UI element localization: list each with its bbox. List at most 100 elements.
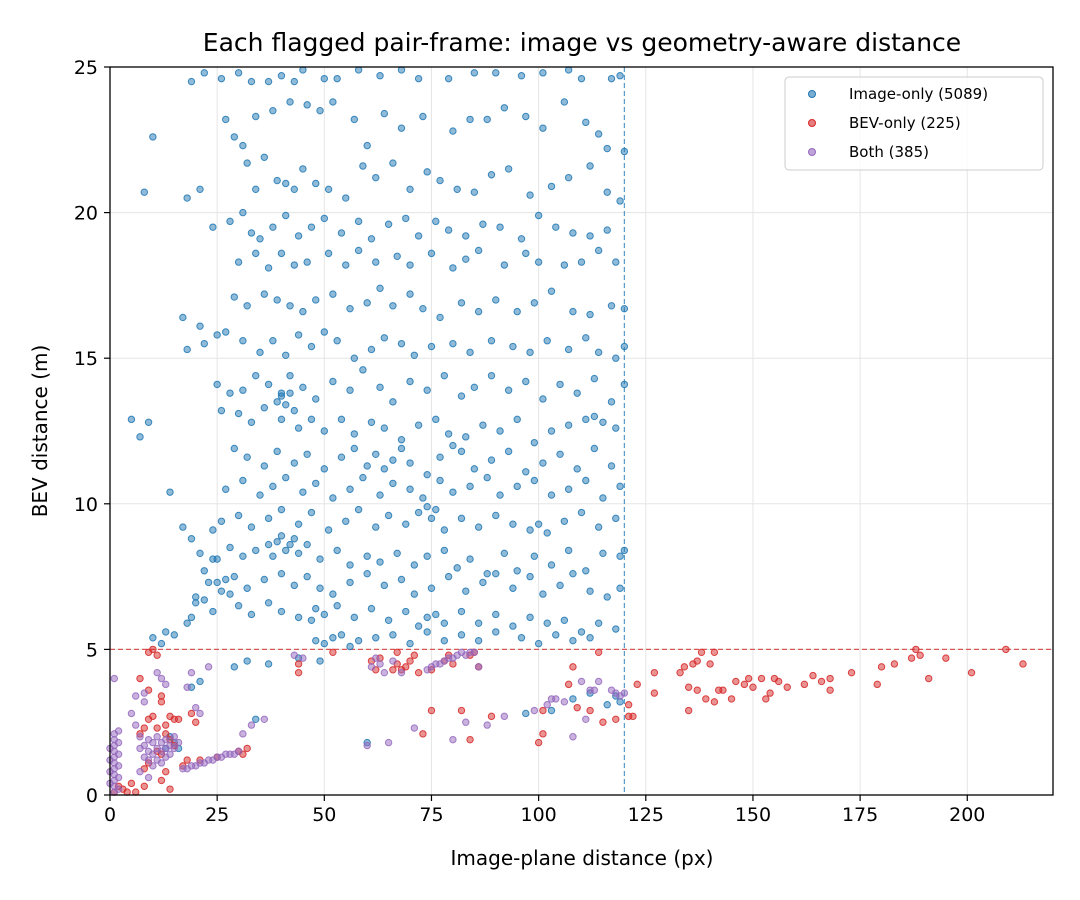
data-point: [123, 788, 131, 796]
data-point: [380, 334, 389, 342]
data-point: [234, 409, 243, 418]
data-point: [183, 619, 191, 627]
data-point: [397, 66, 406, 74]
data-point: [136, 674, 144, 683]
data-point: [243, 302, 251, 310]
data-point: [406, 459, 414, 467]
data-point: [367, 345, 376, 354]
data-point: [337, 229, 346, 237]
data-point: [462, 587, 470, 595]
data-points: [106, 66, 1027, 796]
data-point: [423, 386, 431, 394]
data-point: [316, 584, 324, 592]
data-point: [569, 229, 577, 237]
chart-title: Each flagged pair-frame: image vs geomet…: [203, 28, 961, 57]
data-point: [114, 785, 123, 793]
data-point: [650, 668, 659, 677]
data-point: [419, 304, 427, 313]
data-point: [140, 741, 148, 750]
data-point: [209, 607, 217, 616]
data-point: [449, 441, 457, 450]
data-point: [153, 668, 161, 677]
data-point: [247, 523, 256, 531]
data-point: [354, 217, 363, 226]
data-point: [346, 561, 354, 569]
data-point: [590, 444, 599, 453]
data-point: [217, 406, 226, 415]
data-point: [226, 543, 234, 552]
data-point: [526, 191, 534, 199]
data-point: [359, 473, 367, 482]
data-point: [307, 342, 316, 351]
data-point: [290, 535, 299, 543]
data-point: [372, 258, 380, 266]
data-point: [620, 342, 629, 351]
data-point: [183, 194, 191, 202]
data-point: [149, 762, 157, 770]
x-tick-label: 125: [628, 804, 664, 826]
data-point: [603, 144, 611, 153]
data-point: [440, 546, 449, 555]
data-point: [487, 171, 496, 179]
data-point: [350, 444, 359, 453]
data-point: [187, 77, 196, 86]
data-point: [282, 546, 290, 555]
data-point: [470, 383, 479, 392]
y-tick-label: 25: [74, 57, 98, 79]
data-point: [320, 639, 329, 648]
data-point: [162, 628, 170, 636]
data-point: [552, 631, 560, 639]
y-tick-label: 10: [74, 494, 98, 516]
data-point: [273, 398, 281, 406]
data-point: [616, 72, 624, 80]
data-point: [316, 106, 324, 115]
data-point: [269, 223, 277, 231]
data-point: [483, 115, 491, 124]
data-point: [372, 654, 380, 662]
data-point: [466, 555, 474, 563]
data-point: [209, 223, 217, 231]
data-point: [890, 660, 899, 668]
data-point: [496, 223, 504, 231]
data-point: [294, 660, 303, 668]
data-point: [303, 572, 311, 581]
reference-lines: [110, 67, 1053, 795]
data-point: [273, 296, 281, 304]
data-point: [462, 433, 470, 441]
data-point: [264, 514, 273, 523]
data-point: [346, 642, 354, 651]
data-point: [873, 680, 881, 689]
data-point: [547, 182, 556, 191]
data-point: [282, 473, 290, 482]
data-point: [162, 721, 170, 729]
data-point: [230, 444, 239, 453]
data-point: [384, 511, 393, 520]
data-point: [260, 404, 269, 412]
data-point: [573, 389, 581, 397]
data-point: [449, 735, 457, 744]
data-point: [384, 220, 393, 228]
data-point: [406, 261, 414, 269]
data-point: [513, 482, 521, 491]
data-point: [530, 299, 539, 307]
data-point: [256, 491, 264, 499]
data-point: [564, 173, 573, 182]
data-point: [333, 546, 341, 555]
data-point: [757, 674, 766, 683]
data-point: [252, 546, 260, 555]
data-point: [342, 261, 350, 269]
data-point: [590, 374, 599, 383]
data-point: [474, 523, 483, 531]
data-point: [483, 473, 491, 482]
data-point: [329, 98, 337, 106]
data-point: [149, 133, 157, 141]
data-point: [354, 505, 363, 514]
data-point: [470, 648, 479, 657]
data-point: [483, 569, 491, 578]
data-point: [427, 249, 436, 258]
data-point: [324, 526, 333, 534]
data-point: [526, 526, 534, 534]
data-point: [530, 438, 539, 447]
data-point: [149, 750, 157, 758]
data-point: [444, 572, 453, 581]
